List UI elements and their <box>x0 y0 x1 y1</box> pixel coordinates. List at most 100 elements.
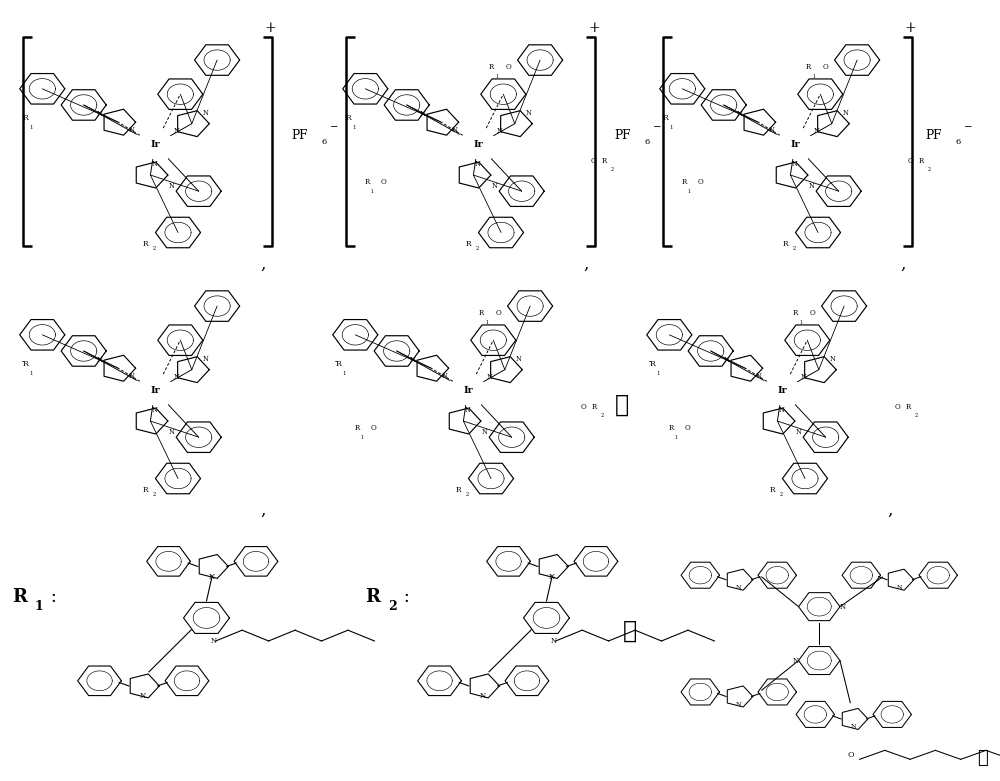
Text: 1: 1 <box>670 125 673 130</box>
Text: R: R <box>456 486 462 494</box>
Text: ·: · <box>647 356 652 369</box>
Text: PF: PF <box>925 129 942 141</box>
Text: R: R <box>365 588 380 607</box>
Text: N: N <box>756 372 762 380</box>
Text: N: N <box>452 126 458 134</box>
Text: O: O <box>495 309 501 317</box>
Text: 2: 2 <box>153 246 156 251</box>
Text: N: N <box>203 109 209 117</box>
Text: ·: · <box>343 110 348 123</box>
Text: N: N <box>487 373 493 381</box>
Text: +: + <box>588 21 600 35</box>
Text: N: N <box>808 182 814 190</box>
Text: ,: , <box>887 502 893 519</box>
Text: 2: 2 <box>601 413 604 418</box>
Text: N: N <box>481 428 487 436</box>
Text: R: R <box>355 424 360 432</box>
Text: N: N <box>475 160 481 168</box>
Text: ,: , <box>260 502 266 519</box>
Text: 1: 1 <box>361 435 364 440</box>
Text: R: R <box>346 113 351 122</box>
Text: −: − <box>653 123 661 133</box>
Text: 2: 2 <box>388 601 397 613</box>
Text: 。: 。 <box>977 749 988 767</box>
Text: N: N <box>737 110 743 118</box>
Text: N: N <box>769 126 775 134</box>
Text: R: R <box>592 403 597 411</box>
Text: N: N <box>550 637 556 644</box>
Text: 6: 6 <box>644 138 650 146</box>
Text: Ir: Ir <box>150 386 160 395</box>
Text: N: N <box>168 428 174 436</box>
Text: R: R <box>143 240 149 248</box>
Text: N: N <box>410 356 416 364</box>
Text: O: O <box>809 309 815 317</box>
Text: N: N <box>442 372 448 380</box>
Text: N: N <box>174 373 180 381</box>
Text: R: R <box>806 63 811 71</box>
Text: N: N <box>152 406 158 414</box>
Text: Ir: Ir <box>777 386 787 395</box>
Text: 1: 1 <box>675 435 678 440</box>
Text: N: N <box>736 585 742 590</box>
Text: 2: 2 <box>928 167 931 172</box>
Text: N: N <box>465 406 471 414</box>
Text: N: N <box>497 127 503 135</box>
Text: ·: · <box>20 110 24 123</box>
Text: Ir: Ir <box>473 140 483 149</box>
Text: 或: 或 <box>615 393 629 416</box>
Text: O: O <box>698 178 704 186</box>
Text: R: R <box>336 359 342 368</box>
Text: 或: 或 <box>623 619 637 642</box>
Text: R: R <box>663 113 668 122</box>
Text: 1: 1 <box>485 319 488 325</box>
Text: R: R <box>783 240 789 248</box>
Text: R: R <box>143 486 149 494</box>
Text: PF: PF <box>291 129 308 141</box>
Text: N: N <box>814 127 820 135</box>
Text: 1: 1 <box>371 189 374 194</box>
Text: 2: 2 <box>780 492 783 497</box>
Text: N: N <box>480 692 486 701</box>
Text: N: N <box>897 585 902 590</box>
Text: R: R <box>466 240 472 248</box>
Text: :: : <box>45 588 57 607</box>
Text: ,: , <box>900 256 906 273</box>
Text: O: O <box>581 403 586 411</box>
Text: O: O <box>505 63 511 71</box>
Text: R: R <box>602 157 607 165</box>
Text: Ir: Ir <box>790 140 800 149</box>
Text: N: N <box>843 109 849 117</box>
Text: 1: 1 <box>35 601 44 613</box>
Text: N: N <box>210 637 216 644</box>
Text: :: : <box>398 588 410 607</box>
Text: 2: 2 <box>793 246 796 251</box>
Text: ·: · <box>20 356 24 369</box>
Text: N: N <box>840 603 846 611</box>
Text: R: R <box>919 157 924 165</box>
Text: R: R <box>650 359 656 368</box>
Text: N: N <box>526 109 532 117</box>
Text: ,: , <box>260 256 266 273</box>
Text: +: + <box>905 21 917 35</box>
Text: PF: PF <box>614 129 631 141</box>
Text: N: N <box>792 657 799 665</box>
Text: N: N <box>830 355 836 363</box>
Text: 1: 1 <box>495 73 498 79</box>
Text: N: N <box>420 110 426 118</box>
Text: Ir: Ir <box>463 386 473 395</box>
Text: 2: 2 <box>476 246 479 251</box>
Text: N: N <box>209 572 215 581</box>
Text: O: O <box>895 403 900 411</box>
Text: N: N <box>801 373 807 381</box>
Text: R: R <box>23 359 28 368</box>
Text: O: O <box>591 157 596 165</box>
Text: N: N <box>779 406 785 414</box>
Text: N: N <box>724 356 730 364</box>
Text: N: N <box>174 127 180 135</box>
Text: Ir: Ir <box>150 140 160 149</box>
Text: +: + <box>265 21 277 35</box>
Text: 1: 1 <box>688 189 691 194</box>
Text: R: R <box>12 588 27 607</box>
Text: N: N <box>549 572 555 581</box>
